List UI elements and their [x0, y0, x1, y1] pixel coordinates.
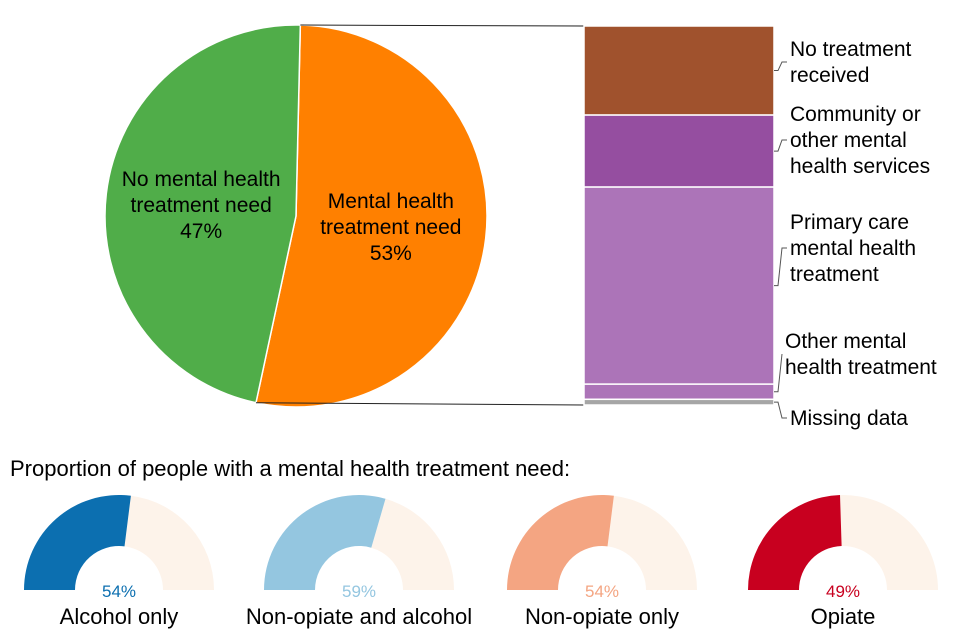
gauge-label-non-opiate-only: Non-opiate only [525, 604, 679, 629]
stacked-bar-labels: No treatment received Community or other me… [774, 38, 937, 430]
gauge-fill-alcohol-only [24, 495, 131, 590]
bar-leader-no-treatment-received [774, 61, 787, 72]
gauge-value-opiate: 49% [826, 582, 860, 601]
bar-leader-community-or-other-mental-health-services [774, 139, 787, 152]
bar-segment-other-mental-health-treatment [583, 383, 775, 401]
pie-slice-mental-health-treatment-need [255, 24, 488, 408]
bar-leader-missing-data [774, 401, 787, 419]
gauge-fill-opiate [748, 495, 842, 590]
pie-chart: No mental health treatment need 47% Mental … [104, 24, 488, 408]
gauge-fill-non-opiate-only [507, 495, 614, 590]
gauge-label-opiate: Opiate [811, 604, 876, 629]
gauge-track-non-opiate-and-alcohol [371, 498, 454, 590]
gauge-track-non-opiate-only [607, 495, 697, 590]
connector-top [300, 24, 585, 27]
bar-label-community-or-other-mental-health-services: Community or other mental health services [790, 103, 930, 178]
bar-label-other-mental-health-treatment: Other mental health treatment [785, 330, 937, 379]
stacked-bar [583, 25, 775, 406]
pie-label-no-mental-health-treatment-need: No mental health treatment need 47% [122, 168, 281, 243]
gauge-fill-non-opiate-and-alcohol [264, 495, 386, 590]
pie-label-mental-health-treatment-need: Mental health treatment need 53% [320, 190, 461, 265]
bar-segment-community-or-other-mental-health-services [583, 114, 775, 188]
gauge-value-non-opiate-only: 54% [585, 582, 619, 601]
bar-segment-no-treatment-received [583, 25, 775, 116]
bar-label-missing-data: Missing data [790, 407, 908, 430]
gauge-value-alcohol-only: 54% [102, 582, 136, 601]
gauge-label-alcohol-only: Alcohol only [60, 604, 179, 629]
bar-segment-primary-care-mental-health-treatment [583, 186, 775, 385]
gauge-track-alcohol-only [124, 495, 215, 590]
bar-label-no-treatment-received: No treatment received [790, 38, 912, 87]
connector-bottom [255, 402, 585, 406]
pie-slice-no-mental-health-treatment-need [104, 24, 302, 404]
gauge-charts: 54% Alcohol only 59% Non-opiate and alcohol… [24, 495, 939, 629]
bar-segment-missing-data [583, 398, 775, 406]
gauge-track-opiate [840, 495, 939, 590]
gauges-title: Proportion of people with a mental healt… [10, 456, 570, 481]
pie-bar-connectors [255, 24, 585, 406]
bar-leader-other-mental-health-treatment [774, 353, 783, 393]
bar-leader-primary-care-mental-health-treatment [774, 247, 787, 287]
gauge-value-non-opiate-and-alcohol: 59% [342, 582, 376, 601]
bar-label-primary-care-mental-health-treatment: Primary care mental health treatment [790, 211, 916, 286]
gauge-label-non-opiate-and-alcohol: Non-opiate and alcohol [246, 604, 472, 629]
